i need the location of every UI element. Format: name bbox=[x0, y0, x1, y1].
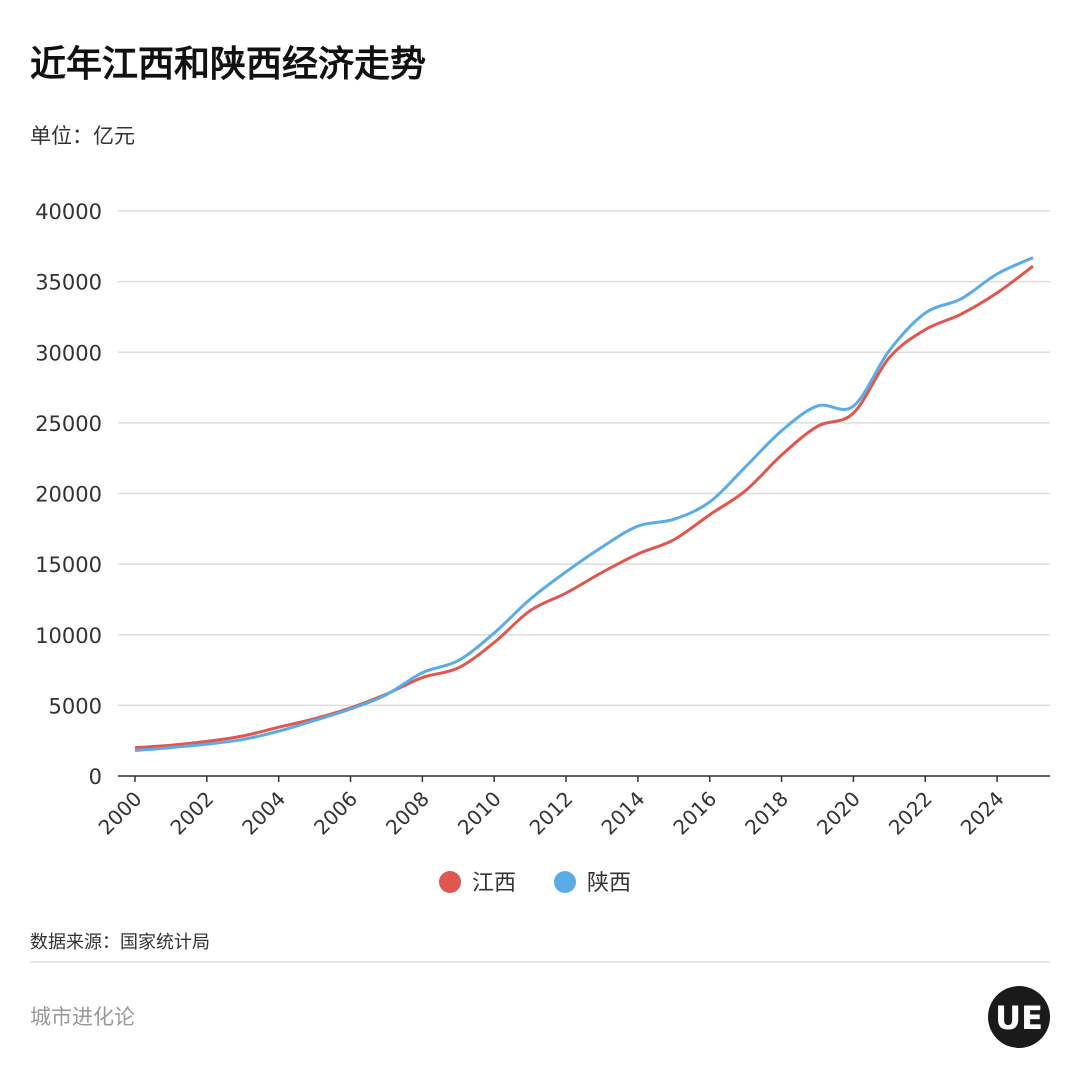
legend-marker bbox=[554, 871, 576, 893]
x-tick-label: 2018 bbox=[740, 787, 793, 840]
x-tick-label: 2022 bbox=[884, 787, 937, 840]
unit-label: 单位：亿元 bbox=[30, 124, 135, 148]
x-tick-label: 2020 bbox=[812, 787, 865, 840]
footer: 城市进化论 bbox=[30, 1005, 135, 1029]
y-tick-label: 35000 bbox=[35, 271, 102, 295]
legend-label: 陕西 bbox=[587, 871, 631, 896]
y-tick-label: 10000 bbox=[35, 624, 102, 648]
x-tick-label: 2008 bbox=[381, 787, 434, 840]
chart-title: 近年江西和陕西经济走势 bbox=[30, 44, 426, 85]
y-tick-label: 0 bbox=[89, 765, 102, 789]
logo-text: UE bbox=[995, 999, 1043, 1037]
y-tick-label: 30000 bbox=[35, 341, 102, 365]
x-tick-label: 2004 bbox=[237, 787, 290, 840]
x-tick-label: 2024 bbox=[956, 787, 1009, 840]
source: 数据来源：国家统计局 bbox=[30, 932, 210, 953]
line bbox=[134, 256, 1034, 753]
y-tick-label: 40000 bbox=[35, 200, 102, 224]
x-tick-label: 2002 bbox=[165, 787, 218, 840]
x-tick-label: 2014 bbox=[596, 787, 649, 840]
x-tick-label: 2000 bbox=[94, 787, 147, 840]
x-tick-label: 2010 bbox=[453, 787, 506, 840]
y-tick-label: 5000 bbox=[49, 694, 102, 718]
y-tick-label: 20000 bbox=[35, 483, 102, 507]
x-tick-label: 2012 bbox=[525, 787, 578, 840]
y-tick-label: 25000 bbox=[35, 412, 102, 436]
logo bbox=[988, 986, 1050, 1048]
x-tick-label: 2006 bbox=[309, 787, 362, 840]
x-tick-label: 2016 bbox=[668, 787, 721, 840]
line bbox=[134, 264, 1034, 750]
y-tick-label: 15000 bbox=[35, 553, 102, 577]
legend-label: 江西 bbox=[472, 871, 516, 896]
legend-marker bbox=[439, 871, 461, 893]
